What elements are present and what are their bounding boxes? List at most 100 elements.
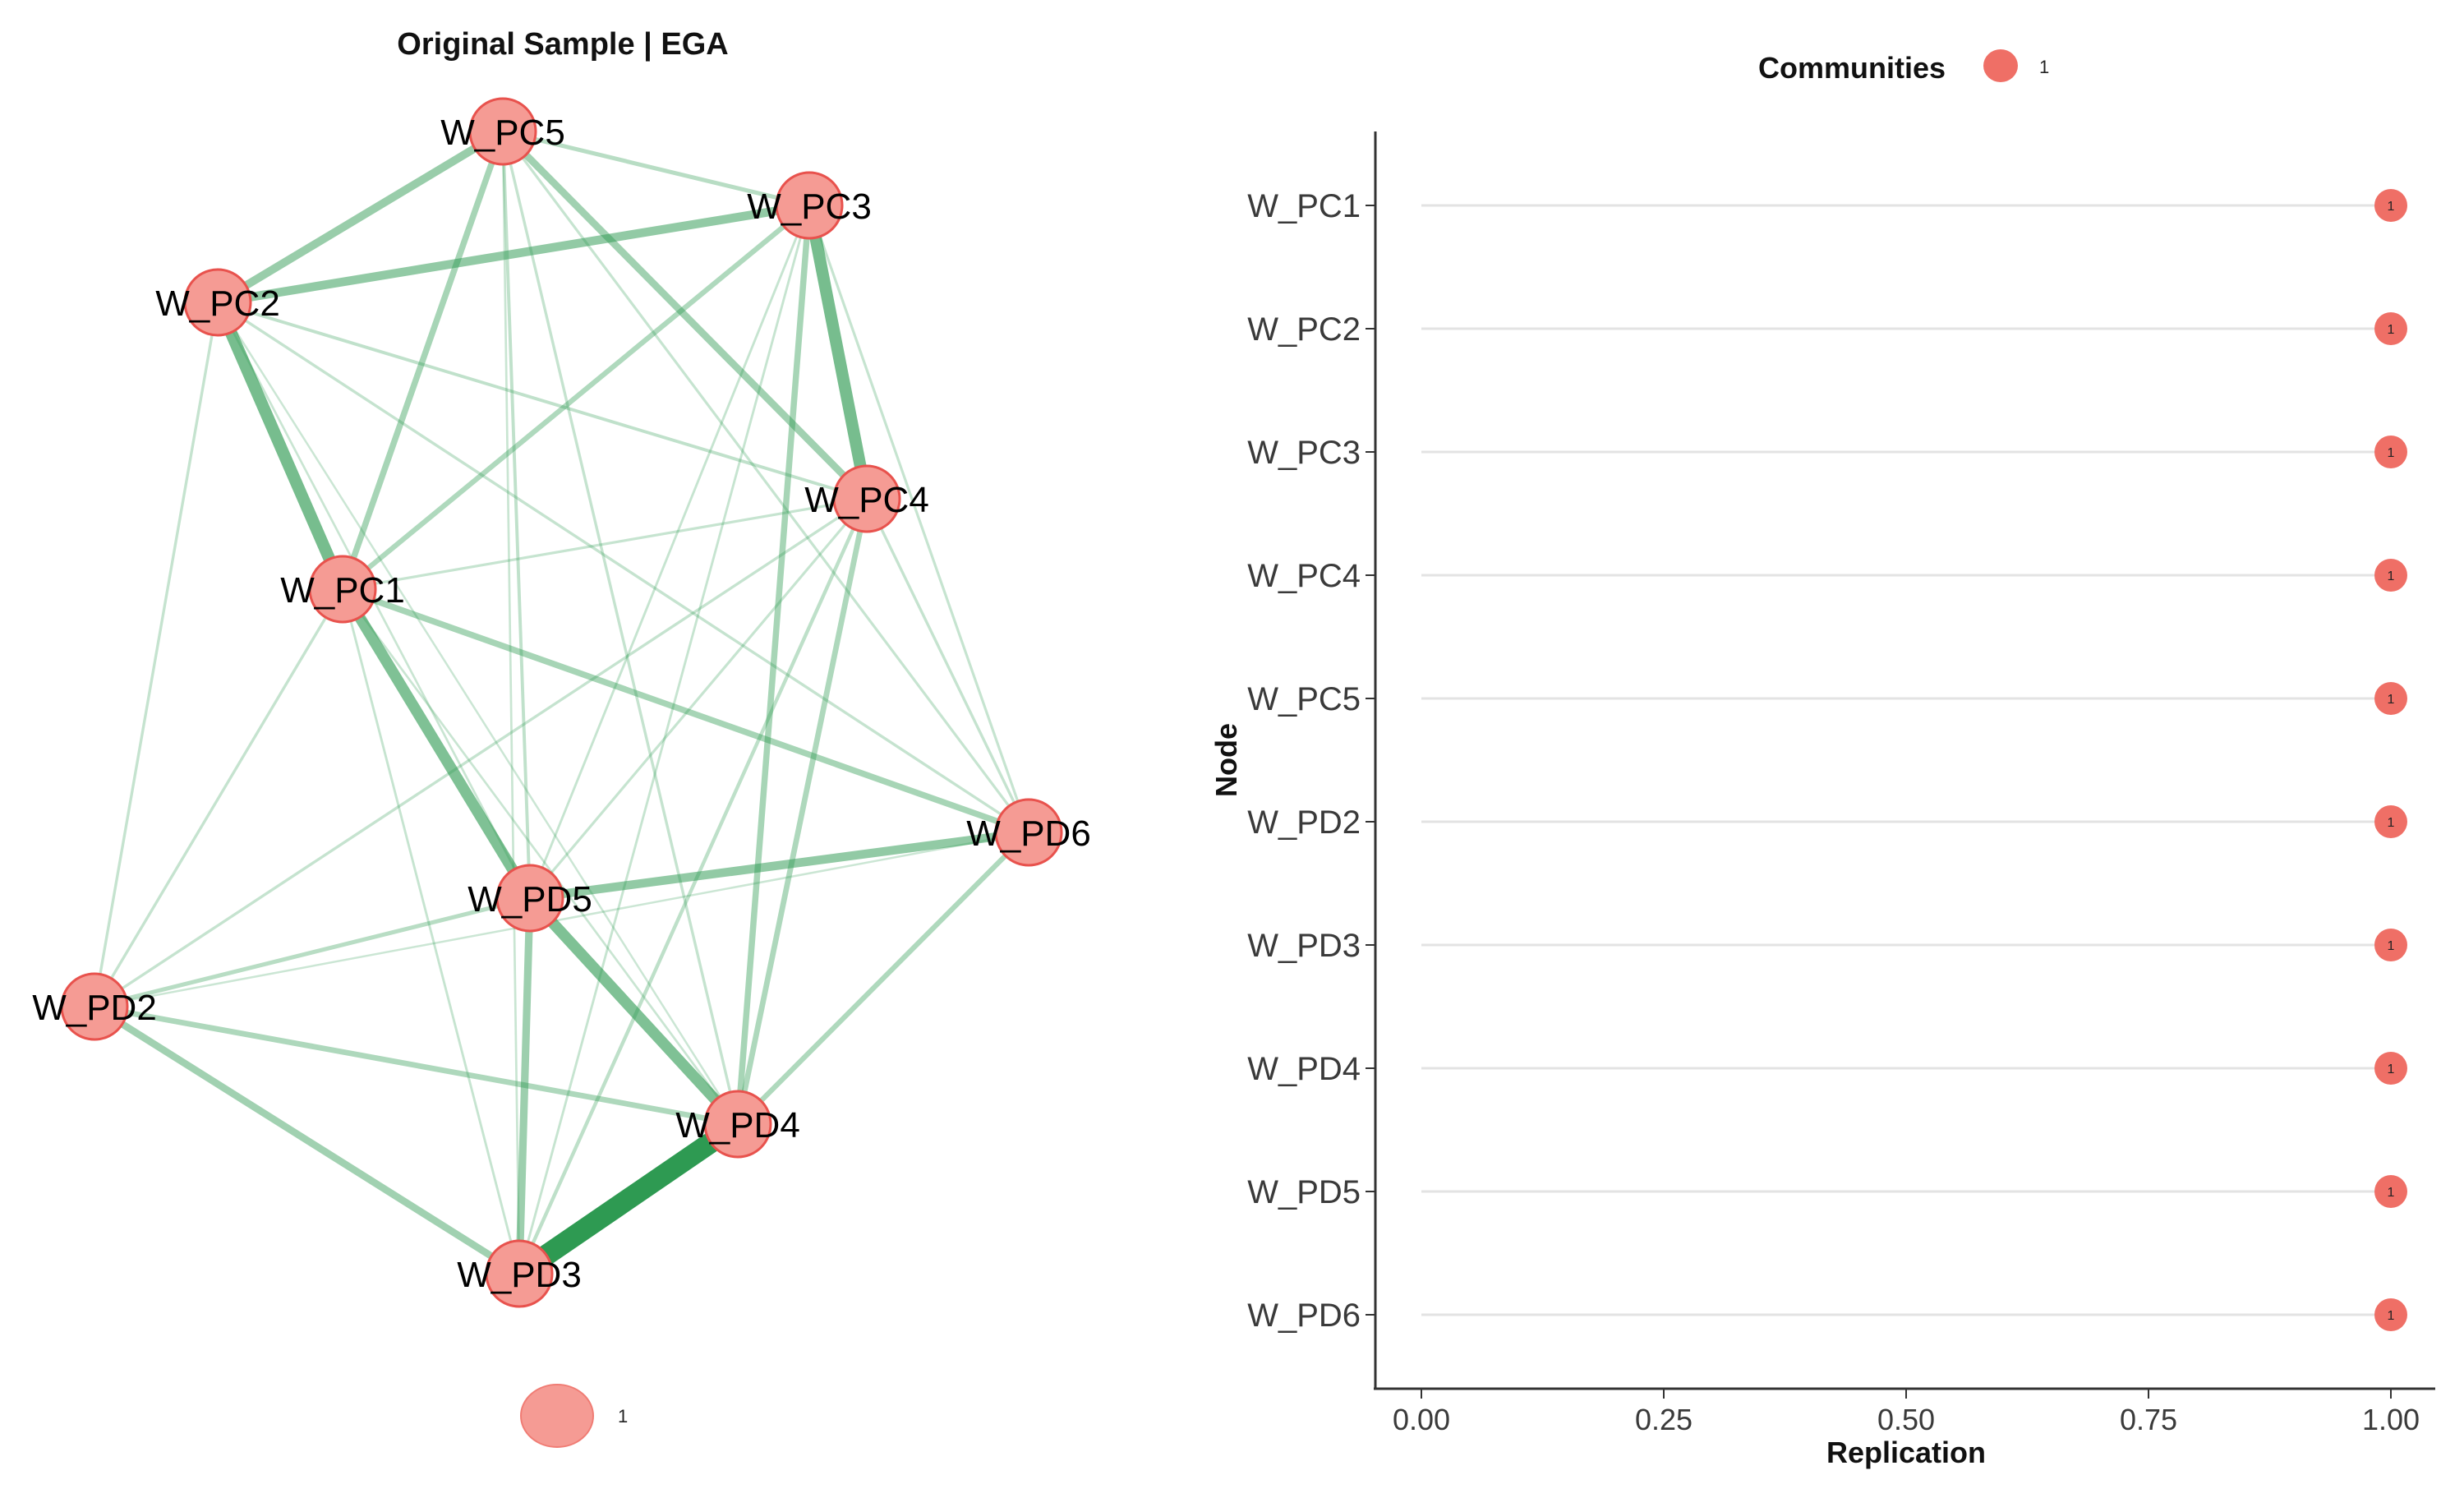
node-W_PD2: W_PD2 xyxy=(32,972,157,1041)
node-label: W_PC5 xyxy=(440,113,565,153)
edge-W_PD3-W_PC4 xyxy=(517,496,869,1276)
edge-W_PC1-W_PD3 xyxy=(341,588,521,1275)
edge-W_PC3-W_PD6 xyxy=(808,204,1030,834)
point-marker xyxy=(2374,1052,2407,1085)
point-marker xyxy=(2374,929,2407,961)
node-circle xyxy=(485,1239,554,1308)
edge-W_PD2-W_PC1 xyxy=(93,588,344,1008)
y-tick-label-W_PC1: W_PC1 xyxy=(1247,188,1361,224)
communities-legend-swatch xyxy=(1983,49,2018,82)
edge-W_PD2-W_PC4 xyxy=(93,497,868,1008)
y-tick-labels: W_PC1 W_PC2 W_PC3 W_PC4 W_PC5 W_PD2 W_PD3 W_PD4… xyxy=(1247,188,1375,1334)
point-marker xyxy=(2374,559,2407,592)
node-label: W_PD5 xyxy=(467,879,592,920)
communities-legend: Communities 1 xyxy=(1758,49,2049,85)
x-ticks: 0.00 0.25 0.50 0.75 1.00 xyxy=(1393,1389,2420,1436)
communities-legend-title: Communities xyxy=(1758,51,1946,85)
edge-W_PD4-W_PC4 xyxy=(735,495,870,1127)
node-circle xyxy=(994,798,1063,867)
point-label: 1 xyxy=(2388,200,2395,214)
edge-W_PC5-W_PD3 xyxy=(501,130,521,1275)
grid-lines xyxy=(1421,204,2391,1316)
y-tick-label-W_PD5: W_PD5 xyxy=(1247,1174,1361,1210)
point-W_PC1: 1 xyxy=(2374,189,2407,222)
point-W_PC3: 1 xyxy=(2374,436,2407,468)
edge-W_PC1-W_PD5 xyxy=(337,583,536,904)
node-label: W_PD4 xyxy=(675,1105,800,1145)
edge-W_PC2-W_PC3 xyxy=(213,201,814,307)
edge-W_PD2-W_PD3 xyxy=(90,1003,523,1278)
node-circle xyxy=(775,171,844,240)
edge-W_PD2-W_PD6 xyxy=(93,831,1030,1008)
edge-W_PD6-W_PD4 xyxy=(735,829,1032,1127)
point-W_PD4: 1 xyxy=(2374,1052,2407,1085)
node-label: W_PD2 xyxy=(32,988,157,1028)
edge-W_PC5-W_PC4 xyxy=(499,127,871,503)
replication-panel: Communities 1 W_PC1W_PC2W_PC3W_PC4W_PC5W… xyxy=(1209,49,2435,1469)
network-title: Original Sample | EGA xyxy=(397,27,728,62)
y-tick-label-W_PC3: W_PC3 xyxy=(1247,435,1361,471)
node-circle xyxy=(60,972,129,1041)
y-tick-label-W_PC2: W_PC2 xyxy=(1247,311,1361,348)
node-circle xyxy=(468,97,537,166)
point-label: 1 xyxy=(2388,939,2395,953)
network-legend: 1 xyxy=(520,1384,628,1448)
node-label: W_PD6 xyxy=(966,814,1091,854)
edge-W_PC5-W_PC2 xyxy=(214,127,507,307)
point-W_PD3: 1 xyxy=(2374,929,2407,961)
point-label: 1 xyxy=(2388,1062,2395,1076)
point-label: 1 xyxy=(2388,816,2395,830)
edge-W_PC3-W_PD5 xyxy=(528,204,811,900)
edge-W_PC1-W_PC3 xyxy=(339,202,813,592)
point-marker xyxy=(2374,312,2407,345)
edge-W_PC1-W_PD6 xyxy=(339,586,1032,836)
point-W_PC4: 1 xyxy=(2374,559,2407,592)
x-tick-label: 1.00 xyxy=(2362,1403,2420,1436)
edge-W_PC2-W_PC4 xyxy=(216,301,868,500)
point-marker xyxy=(2374,1175,2407,1208)
point-W_PC5: 1 xyxy=(2374,682,2407,715)
edge-W_PC5-W_PD6 xyxy=(501,130,1030,834)
node-circle xyxy=(832,464,901,533)
point-marker xyxy=(2374,1298,2407,1331)
x-tick-label: 0.25 xyxy=(1635,1403,1693,1436)
point-label: 1 xyxy=(2388,323,2395,337)
data-points: 1 1 1 1 1 1 1 1 1 1 xyxy=(2374,189,2407,1331)
edge-W_PC2-W_PD2 xyxy=(93,301,219,1008)
point-label: 1 xyxy=(2388,1186,2395,1200)
node-circle xyxy=(308,555,377,624)
point-marker xyxy=(2374,189,2407,222)
node-label: W_PC1 xyxy=(280,570,405,611)
network-nodes: W_PC5 W_PC3 W_PC2 W_PC4 W_PC1 W_PD6 W_PD5 W_PD2… xyxy=(32,97,1091,1308)
point-W_PD6: 1 xyxy=(2374,1298,2407,1331)
node-W_PD3: W_PD3 xyxy=(457,1239,582,1308)
edge-W_PD2-W_PD5 xyxy=(92,896,532,1009)
edge-W_PC2-W_PD6 xyxy=(216,301,1030,834)
edge-W_PD3-W_PD4 xyxy=(509,1113,748,1284)
network-legend-label: 1 xyxy=(618,1406,628,1427)
edge-W_PC2-W_PD4 xyxy=(216,301,739,1126)
point-label: 1 xyxy=(2388,693,2395,707)
point-label: 1 xyxy=(2388,569,2395,583)
network-edges xyxy=(90,127,1034,1284)
edge-W_PC5-W_PC3 xyxy=(500,129,812,208)
point-marker xyxy=(2374,805,2407,838)
edge-W_PD4-W_PC3 xyxy=(735,202,813,1127)
point-label: 1 xyxy=(2388,446,2395,460)
edge-W_PC4-W_PD6 xyxy=(865,497,1030,834)
network-legend-swatch xyxy=(520,1384,594,1448)
point-W_PD5: 1 xyxy=(2374,1175,2407,1208)
edge-W_PC5-W_PD5 xyxy=(501,130,532,900)
edge-W_PC1-W_PD4 xyxy=(341,588,739,1126)
y-axis-title: Node xyxy=(1209,723,1243,797)
node-W_PC4: W_PC4 xyxy=(804,464,929,533)
edge-W_PC5-W_PD4 xyxy=(501,130,739,1126)
x-tick-label: 0.00 xyxy=(1393,1403,1450,1436)
y-tick-label-W_PC5: W_PC5 xyxy=(1247,681,1361,717)
y-tick-label-W_PD3: W_PD3 xyxy=(1247,928,1361,964)
node-W_PC1: W_PC1 xyxy=(280,555,405,624)
x-axis-title: Replication xyxy=(1826,1436,1986,1469)
edge-W_PC3-W_PD3 xyxy=(518,204,811,1275)
edge-W_PD5-W_PD4 xyxy=(524,892,744,1130)
